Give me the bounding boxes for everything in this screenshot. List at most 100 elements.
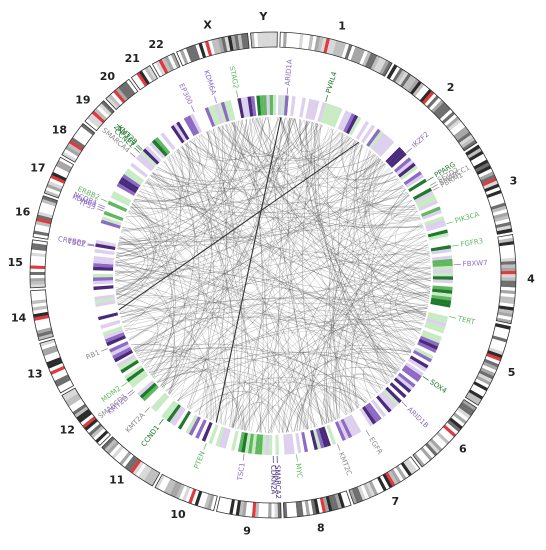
heatmap-segment <box>163 129 179 149</box>
link-chord <box>144 358 319 427</box>
chromosome-20 <box>105 78 139 111</box>
chromosome-band <box>264 502 269 518</box>
heatmap-segment <box>430 297 452 305</box>
heatmap-segment <box>425 321 446 331</box>
heatmap-segment <box>198 420 210 441</box>
gene-tick <box>98 204 106 208</box>
chromosome-band <box>478 370 494 380</box>
heatmap-segment <box>432 269 453 274</box>
link-chord <box>121 296 429 320</box>
chromosome-band <box>211 39 219 55</box>
heatmap-segment <box>122 362 141 377</box>
chromosome-band <box>403 460 415 475</box>
chromosome-band <box>65 145 80 157</box>
link-chord <box>397 244 429 318</box>
heatmap-segment <box>204 423 216 444</box>
chromosome-label: 2 <box>447 81 455 94</box>
heatmap-segment <box>320 103 330 124</box>
chromosome-band <box>496 228 513 235</box>
heatmap-segment <box>261 434 267 455</box>
heatmap-segment <box>118 356 138 371</box>
heatmap-segment <box>109 197 129 210</box>
chromosome-band <box>444 422 459 435</box>
heatmap-segment <box>399 370 418 385</box>
link-chord <box>371 188 406 364</box>
chromosome-band <box>219 497 226 513</box>
chromosome-band <box>498 305 514 311</box>
chromosome-label: 22 <box>149 38 164 51</box>
heatmap-segment <box>94 294 115 301</box>
chromosome-outline <box>29 239 48 289</box>
chromosome-band <box>258 502 263 518</box>
chromosome-band <box>493 329 509 337</box>
chromosome-band <box>178 485 188 501</box>
chromosome-outline <box>386 64 478 152</box>
link-chord <box>230 248 429 428</box>
chromosome-band <box>41 345 58 353</box>
gene-label: FBXW7 <box>462 259 487 268</box>
chromosome-band <box>222 498 229 514</box>
heatmap-segment <box>432 265 453 271</box>
link-chord <box>299 119 412 352</box>
chromosome-band <box>402 75 414 90</box>
chromosome-band <box>31 249 47 254</box>
chromosome-band <box>61 387 77 399</box>
chromosome-band <box>304 34 311 50</box>
chromosome-band <box>382 473 393 489</box>
heatmap-segment <box>431 291 453 298</box>
chromosome-band <box>132 461 144 476</box>
chromosome-band <box>496 317 512 324</box>
chromosome-label: 19 <box>75 94 90 107</box>
heatmap-segment <box>321 426 331 447</box>
link-chord <box>294 118 417 211</box>
link-chord <box>167 157 200 394</box>
link-chord <box>245 304 429 431</box>
link-chord <box>245 119 269 433</box>
heatmap-segment <box>185 414 199 435</box>
chromosome-band <box>301 500 307 517</box>
heatmap-segment <box>427 312 449 321</box>
heatmap-segment <box>95 243 116 250</box>
chromosome-band <box>389 66 401 81</box>
link-chord <box>140 188 408 219</box>
gene-tick <box>127 389 134 395</box>
heatmap-segment <box>315 428 325 449</box>
chromosome-band <box>495 221 511 229</box>
chromosome-band <box>29 274 46 279</box>
chromosome-band <box>97 432 111 446</box>
chromosome-band <box>200 492 209 508</box>
heatmap-segment <box>432 285 453 291</box>
heatmap-segment <box>289 433 295 455</box>
heatmap-segment <box>292 433 299 454</box>
link-chord <box>294 118 361 160</box>
link-chord <box>157 117 286 383</box>
chromosome-band <box>198 42 207 58</box>
link-chord <box>120 162 385 318</box>
heatmap-segment <box>104 332 125 343</box>
link-chord <box>117 247 424 325</box>
chromosome-band <box>489 199 505 208</box>
chromosome-label: 1 <box>338 19 346 32</box>
chromosome-band <box>192 44 201 60</box>
link-chord <box>119 247 429 314</box>
chromosome-band <box>110 91 124 106</box>
heatmap-segment <box>383 144 400 162</box>
heatmap-segment <box>247 96 254 117</box>
heatmap-segment <box>296 96 303 118</box>
link-chord <box>116 200 156 296</box>
heatmap-segment <box>177 410 192 430</box>
chromosome-outline <box>464 322 511 406</box>
link-chord <box>115 235 427 281</box>
gene-label: FGFR3 <box>460 237 484 249</box>
chromosome-band <box>138 464 150 479</box>
chromosome-band <box>500 254 516 259</box>
link-chord <box>122 312 413 351</box>
chromosome-band <box>260 32 265 48</box>
chromosome-band <box>434 434 448 447</box>
chromosome-band <box>201 41 210 58</box>
heatmap-segment <box>378 393 395 411</box>
link-chord <box>389 259 431 352</box>
link-chord <box>189 377 350 414</box>
heatmap-segment <box>423 327 444 337</box>
chromosome-band <box>442 424 457 438</box>
